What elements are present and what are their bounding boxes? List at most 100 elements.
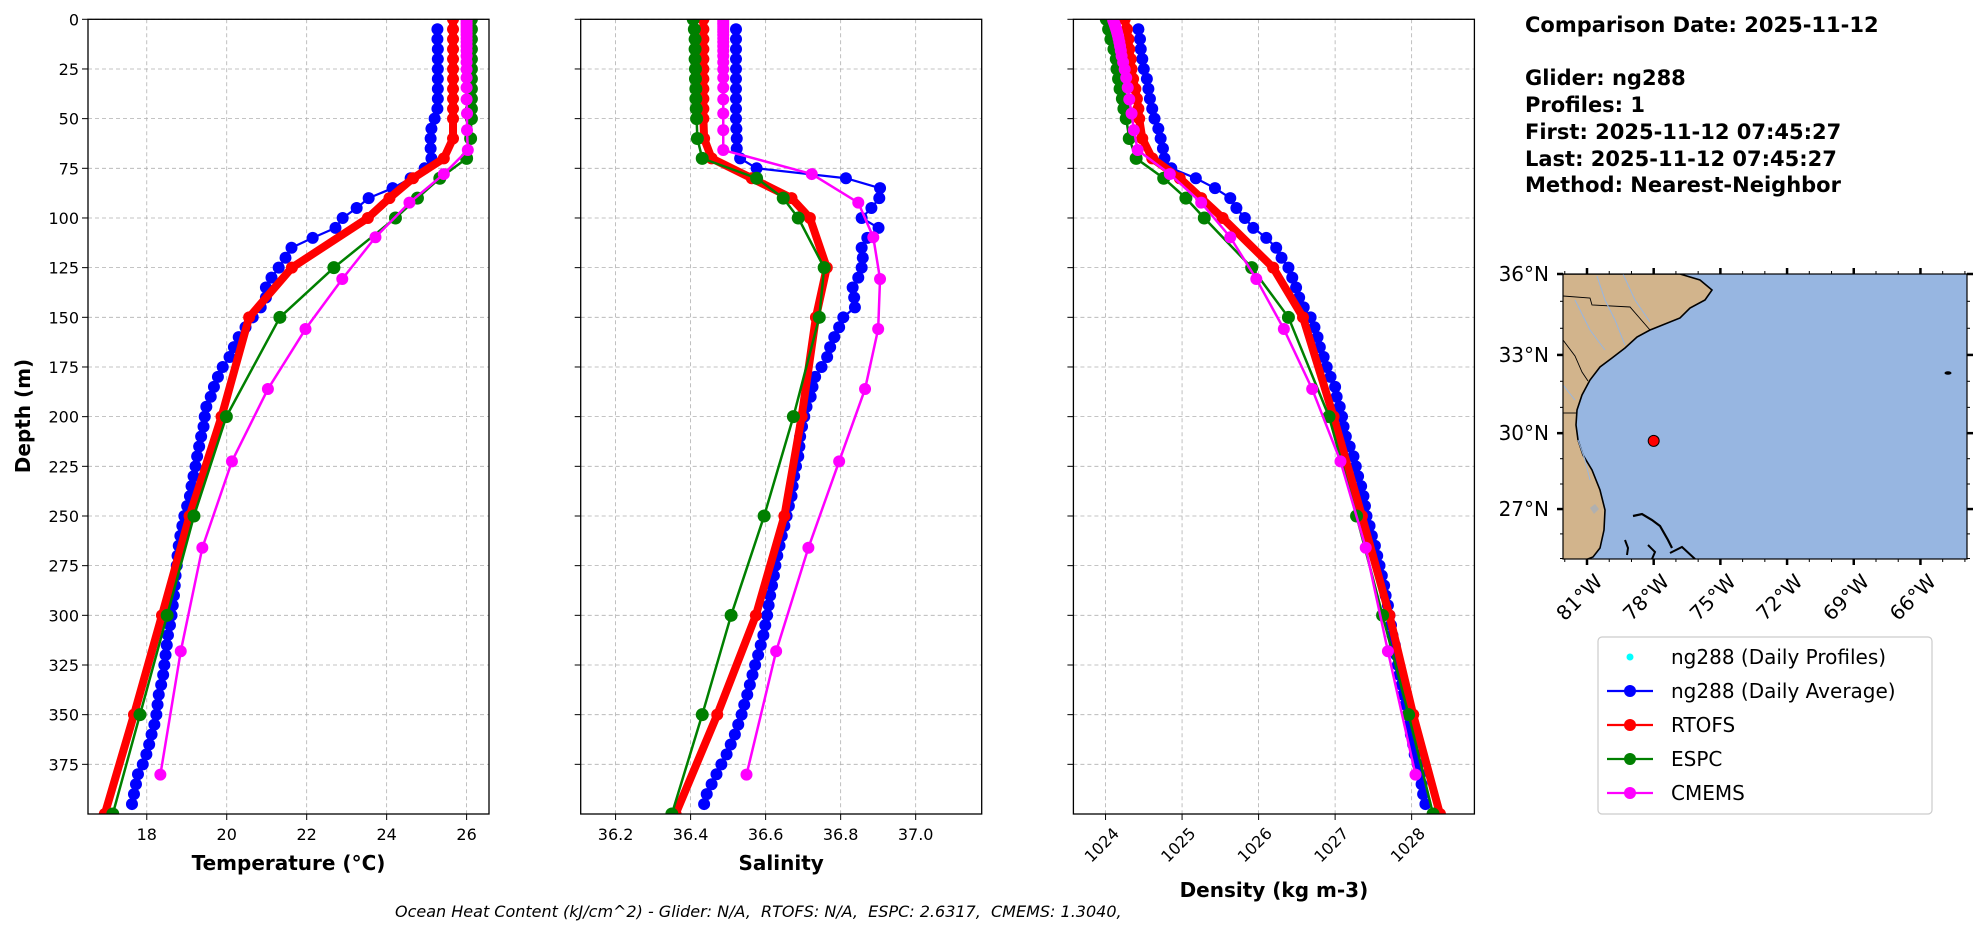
map-lon-label: 81°W <box>1551 569 1607 625</box>
y-tick-label: 0 <box>69 10 79 29</box>
glider-name: Glider: ng288 <box>1525 66 1686 91</box>
salinity-cmems-point <box>717 81 730 94</box>
density-glider-point <box>1140 72 1153 85</box>
density-glider-point <box>1143 92 1156 105</box>
x-tick-label: 1028 <box>1387 824 1429 866</box>
map-lon-label: 69°W <box>1818 569 1874 625</box>
density-cmems-point <box>1334 455 1347 468</box>
temperature-rtofs-point <box>437 152 450 165</box>
temperature-glider-point <box>216 360 229 373</box>
density-espc-point <box>1322 410 1336 424</box>
temperature-glider-point <box>424 142 437 155</box>
salinity-glider-point <box>729 102 742 115</box>
density-glider-point <box>1270 241 1283 254</box>
y-tick-label: 350 <box>48 706 79 725</box>
temperature-glider-point <box>431 53 444 66</box>
density-glider-point <box>1154 132 1167 145</box>
temperature-cmems-point <box>460 81 473 94</box>
density-glider-point <box>1148 112 1161 125</box>
temperature-glider-point <box>163 619 176 632</box>
density-espc-point <box>1179 191 1193 205</box>
salinity-glider-point <box>821 351 834 364</box>
salinity-glider-point <box>710 768 723 781</box>
temperature-cmems-point <box>261 383 274 396</box>
x-tick-label: 1025 <box>1157 824 1199 866</box>
density-glider-point <box>1156 142 1169 155</box>
salinity-axis-label: Salinity <box>739 851 824 875</box>
salinity-axes-frame <box>580 18 983 815</box>
map-bahamas <box>1632 512 1673 549</box>
y-tick-label: 150 <box>48 308 79 327</box>
density-glider-point <box>1349 460 1362 473</box>
density-panel: 1024 1025 1026 1027 1028 Density (kg m-3) <box>1067 18 1476 902</box>
temperature-rtofs-point <box>447 23 460 36</box>
x-tick-label: 18 <box>137 825 157 844</box>
salinity-glider-point <box>729 23 742 36</box>
temperature-cmems-point <box>461 107 474 120</box>
temperature-rtofs-point <box>361 211 374 224</box>
salinity-glider-point <box>730 132 743 145</box>
temperature-glider-point <box>125 798 138 811</box>
density-glider-point <box>1419 798 1432 811</box>
salinity-rtofs-point <box>749 609 762 622</box>
temperature-cmems-point <box>154 768 167 781</box>
temperature-glider-point <box>159 649 172 662</box>
density-cmems-point <box>1224 231 1237 244</box>
temperature-glider-point <box>306 231 319 244</box>
salinity-glider-point <box>754 639 767 652</box>
temperature-glider-point <box>195 430 208 443</box>
x-tick-label: 36.4 <box>673 825 709 844</box>
density-espc-point <box>1426 807 1440 815</box>
salinity-glider-point <box>715 758 728 771</box>
salinity-rtofs-point <box>778 509 791 522</box>
temperature-cmems-point <box>174 645 187 658</box>
temperature-cmems-point <box>460 71 473 84</box>
salinity-glider-point <box>698 798 711 811</box>
temperature-rtofs-point <box>447 43 460 56</box>
salinity-glider-point <box>848 301 861 314</box>
density-rtofs-point <box>1267 261 1280 274</box>
profile-count: Profiles: 1 <box>1525 93 1646 118</box>
temperature-glider-point <box>211 370 224 383</box>
temperature-cmems-point <box>299 323 312 336</box>
temperature-glider-point <box>160 639 173 652</box>
temperature-rtofs-point <box>447 72 460 85</box>
map-bahamas <box>1669 545 1696 559</box>
salinity-espc-point <box>791 211 805 225</box>
density-glider-point <box>1329 380 1342 393</box>
temperature-espc-point <box>187 509 201 523</box>
density-glider-point <box>1320 360 1333 373</box>
y-tick-label: 250 <box>48 507 79 526</box>
salinity-glider-point <box>846 281 859 294</box>
salinity-rtofs-point <box>803 211 816 224</box>
map-lat-label: 36°N <box>1499 262 1549 286</box>
density-glider-point <box>1146 102 1159 115</box>
salinity-cmems-point <box>717 124 730 137</box>
x-tick-label: 36.8 <box>823 825 859 844</box>
map-state-border <box>1563 339 1589 382</box>
x-tick-label: 24 <box>376 825 396 844</box>
legend-item-profiles: ng288 (Daily Profiles) <box>1626 645 1886 669</box>
temperature-rtofs-point <box>447 102 460 115</box>
temperature-rtofs-point <box>243 311 256 324</box>
temperature-glider-point <box>152 688 165 701</box>
salinity-espc-point <box>695 151 709 165</box>
density-rtofs-point <box>1122 33 1135 46</box>
density-glider-point <box>1247 221 1260 234</box>
map-lat-label: 30°N <box>1499 421 1549 445</box>
location-map: 36°N 33°N 30°N 27°N 81°W 78°W 75°W 72°W 69°W 66°W <box>1499 262 1973 625</box>
map-river <box>1596 275 1626 346</box>
legend-marker <box>1624 787 1636 799</box>
density-cmems-point <box>1381 645 1394 658</box>
salinity-cmems-point <box>717 107 730 120</box>
density-rtofs-point <box>1216 211 1229 224</box>
density-glider-point <box>1260 231 1273 244</box>
salinity-glider-point <box>746 668 759 681</box>
density-glider-point <box>1286 271 1299 284</box>
temperature-rtofs-point <box>447 132 460 145</box>
legend-marker <box>1624 719 1636 731</box>
density-glider-point <box>1308 321 1321 334</box>
density-cmems-point <box>1359 541 1372 554</box>
map-lon-label: 66°W <box>1885 569 1941 625</box>
